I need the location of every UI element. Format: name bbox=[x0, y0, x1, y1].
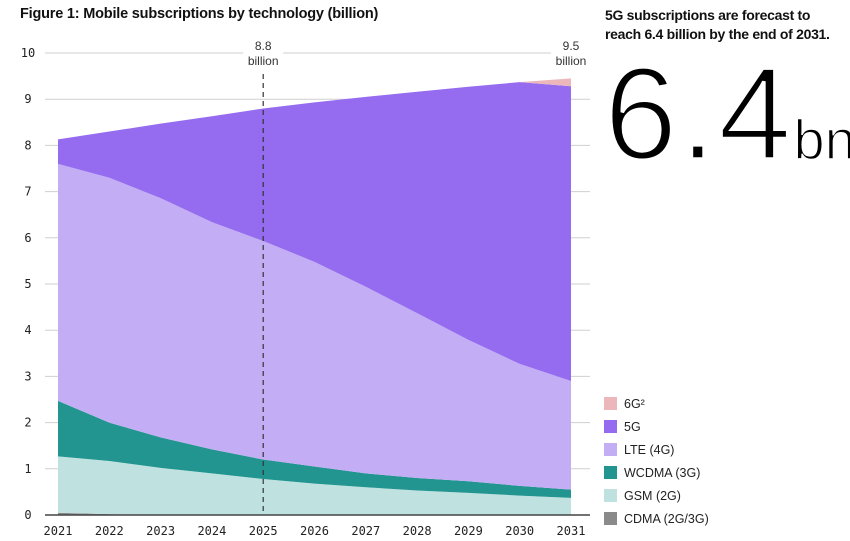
legend-item: CDMA (2G/3G) bbox=[604, 507, 709, 530]
x-tick-label: 2031 bbox=[557, 524, 586, 538]
x-tick-label: 2027 bbox=[351, 524, 380, 538]
legend-swatch bbox=[604, 420, 617, 433]
y-tick-label: 2 bbox=[24, 416, 31, 430]
y-tick-label: 7 bbox=[24, 185, 31, 199]
legend-item: LTE (4G) bbox=[604, 438, 709, 461]
y-tick-label: 9 bbox=[24, 92, 31, 106]
legend-label: LTE (4G) bbox=[624, 442, 675, 457]
annotation-label-bg bbox=[243, 36, 284, 70]
legend-swatch bbox=[604, 397, 617, 410]
legend-label: 6G² bbox=[624, 396, 645, 411]
big-stat-unit: bn bbox=[793, 107, 850, 172]
y-tick-label: 5 bbox=[24, 277, 31, 291]
chart-title: Figure 1: Mobile subscriptions by techno… bbox=[20, 6, 379, 22]
legend-item: 6G² bbox=[604, 392, 709, 415]
axes: 0 1 2 3 4 5 6 7 8 9 10 2021 2022 2023 2024 2025 2026 2027… bbox=[21, 46, 590, 538]
annotation-value: 9.5 bbox=[563, 39, 580, 53]
y-tick-label: 6 bbox=[24, 231, 31, 245]
y-tick-label: 4 bbox=[24, 323, 31, 337]
legend-label: 5G bbox=[624, 419, 641, 434]
x-tick-label: 2029 bbox=[454, 524, 483, 538]
legend-swatch bbox=[604, 466, 617, 479]
x-tick-label: 2021 bbox=[44, 524, 73, 538]
x-tick-label: 2028 bbox=[403, 524, 432, 538]
area-lte-4g bbox=[58, 163, 571, 490]
y-tick-label: 10 bbox=[21, 46, 35, 60]
x-tick-label: 2023 bbox=[146, 524, 175, 538]
annotation-label-bg bbox=[551, 36, 591, 70]
big-stat-number: 6.4 bbox=[602, 38, 794, 189]
annotation-unit: billion bbox=[248, 54, 279, 68]
annotation-value: 8.8 bbox=[255, 39, 272, 53]
stacked-areas bbox=[58, 78, 571, 515]
y-tick-label: 0 bbox=[24, 508, 31, 522]
legend: 6G² 5G LTE (4G) WCDMA (3G) GSM (2G) CDMA (2G/… bbox=[604, 392, 709, 530]
y-tick-label: 1 bbox=[24, 462, 31, 476]
legend-label: GSM (2G) bbox=[624, 488, 681, 503]
legend-item: GSM (2G) bbox=[604, 484, 709, 507]
headline-text: 5G subscriptions are forecast to reach 6… bbox=[605, 7, 830, 42]
area-5g bbox=[58, 82, 571, 382]
x-tick-label: 2022 bbox=[95, 524, 124, 538]
y-tick-label: 3 bbox=[24, 369, 31, 383]
x-tick-label: 2030 bbox=[505, 524, 534, 538]
big-stat: 6.4bn bbox=[602, 38, 850, 189]
legend-swatch bbox=[604, 489, 617, 502]
x-tick-label: 2024 bbox=[197, 524, 226, 538]
annotation-unit: billion bbox=[556, 54, 587, 68]
legend-item: 5G bbox=[604, 415, 709, 438]
legend-swatch bbox=[604, 512, 617, 525]
area-wcdma-3g bbox=[58, 400, 571, 498]
y-tick-label: 8 bbox=[24, 138, 31, 152]
legend-label: WCDMA (3G) bbox=[624, 465, 701, 480]
area-chart: 0 1 2 3 4 5 6 7 8 9 10 2021 2022 2023 2024 2025 2026 2027… bbox=[20, 36, 591, 538]
legend-swatch bbox=[604, 443, 617, 456]
x-tick-label: 2025 bbox=[249, 524, 278, 538]
legend-label: CDMA (2G/3G) bbox=[624, 511, 709, 526]
x-tick-label: 2026 bbox=[300, 524, 329, 538]
area-gsm-2g bbox=[58, 456, 571, 515]
legend-item: WCDMA (3G) bbox=[604, 461, 709, 484]
